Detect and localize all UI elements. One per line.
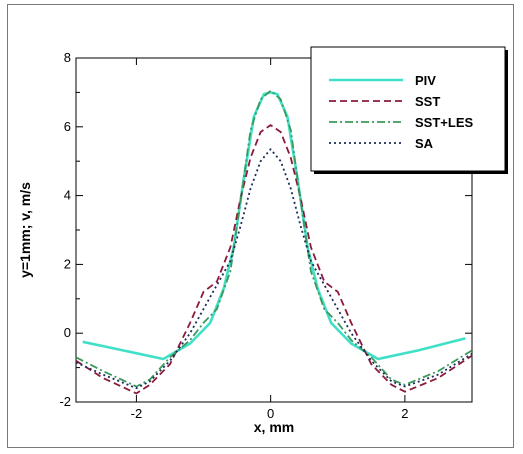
x-axis-title: x, mm — [254, 419, 294, 435]
series-line-piv — [82, 91, 466, 361]
legend: PIV SST SST+LES SA — [310, 46, 508, 174]
series-line-sst — [75, 124, 473, 395]
y-axis-title: y=1mm; v, m/s — [17, 182, 33, 278]
legend-label: PIV — [415, 73, 436, 88]
series-line-sa — [75, 148, 473, 390]
y-tick-label: -2 — [59, 394, 71, 409]
legend-box — [310, 46, 506, 172]
legend-label: SA — [415, 136, 434, 151]
ticks-layer: -2 0 2 -2 0 2 4 6 8 — [59, 50, 472, 421]
x-tick-label: 2 — [401, 406, 408, 421]
y-tick-label: 6 — [64, 119, 71, 134]
y-tick-label: 8 — [64, 50, 71, 65]
legend-label: SST — [415, 94, 440, 109]
legend-label: SST+LES — [415, 115, 473, 130]
series-layer — [75, 89, 473, 395]
y-tick-label: 4 — [64, 188, 71, 203]
x-tick-label: -2 — [131, 406, 143, 421]
series-line-sst-les — [75, 89, 473, 388]
figure-frame — [7, 4, 514, 448]
y-tick-label: 2 — [64, 256, 71, 271]
x-tick-label: 0 — [267, 406, 274, 421]
y-tick-label: 0 — [64, 325, 71, 340]
